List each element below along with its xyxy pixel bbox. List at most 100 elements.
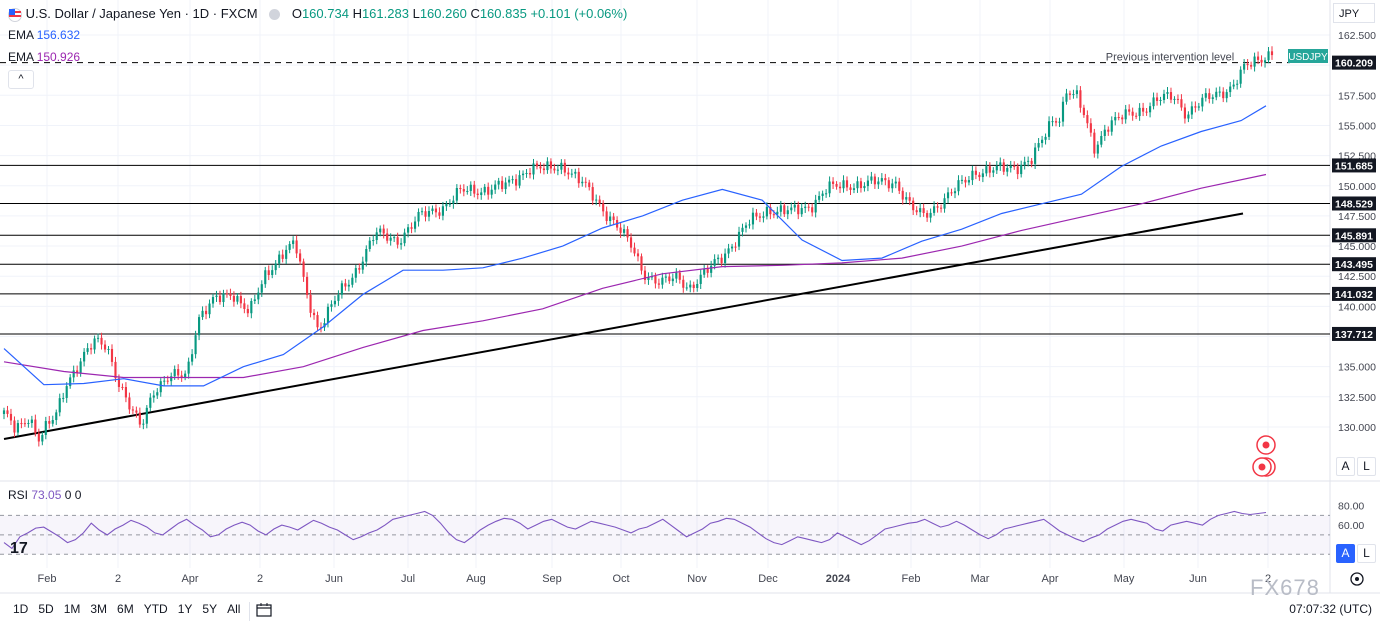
- candle: [1037, 138, 1040, 152]
- candle: [779, 200, 782, 217]
- candle-body: [744, 225, 748, 228]
- candle-body: [933, 206, 936, 213]
- candle: [420, 207, 424, 216]
- candle: [379, 225, 382, 237]
- x-tick-label: Apr: [1041, 573, 1058, 585]
- candle: [494, 180, 497, 194]
- timeframe-all[interactable]: All: [227, 602, 241, 616]
- candle: [1159, 96, 1162, 106]
- candle: [619, 222, 622, 238]
- candle: [549, 158, 552, 174]
- candle: [1030, 157, 1033, 168]
- candle: [776, 206, 779, 219]
- candle: [55, 409, 58, 426]
- candle: [643, 266, 647, 285]
- candle: [724, 248, 727, 268]
- candle: [250, 298, 253, 319]
- candle: [744, 222, 748, 233]
- candle: [640, 253, 643, 275]
- timeframe-1y[interactable]: 1Y: [177, 602, 193, 616]
- candle: [1068, 90, 1072, 100]
- time-axis[interactable]: Feb 2 Apr 2 Jun Jul Aug Sep Oct Nov Dec 2024 Feb Mar A…: [38, 573, 1272, 585]
- timeframe-1d[interactable]: 1D: [13, 602, 29, 616]
- candle: [501, 176, 504, 192]
- candle: [1176, 94, 1180, 104]
- candle-body: [103, 344, 107, 350]
- candle: [755, 209, 758, 221]
- candle-body: [107, 348, 110, 350]
- candle-body: [905, 197, 908, 200]
- auto-scale-button[interactable]: A: [1336, 457, 1355, 476]
- candle: [1096, 141, 1099, 159]
- log-scale-button[interactable]: L: [1357, 457, 1376, 476]
- candle: [191, 349, 194, 366]
- candle-body: [811, 207, 814, 213]
- candle: [368, 237, 371, 252]
- ema-slow-legend[interactable]: EMA 150.926: [8, 50, 80, 64]
- candle-body: [1180, 99, 1183, 108]
- timeframe-3m[interactable]: 3M: [90, 602, 108, 616]
- utc-clock[interactable]: 07:07:32 (UTC): [1289, 602, 1372, 616]
- timeframe-1m[interactable]: 1M: [63, 602, 81, 616]
- candle: [441, 201, 444, 221]
- candle: [1082, 104, 1085, 118]
- candle: [27, 419, 30, 428]
- candle: [278, 250, 281, 268]
- candle-body: [6, 410, 9, 414]
- candle: [612, 212, 615, 225]
- rsi-legend[interactable]: RSI 73.05 0 0: [8, 488, 81, 502]
- status-dot: [269, 9, 281, 21]
- candle: [675, 268, 678, 283]
- candle: [292, 236, 295, 249]
- candle-body: [730, 246, 734, 249]
- candle: [180, 370, 183, 382]
- date-range-icon[interactable]: [250, 602, 278, 621]
- candle: [1093, 128, 1096, 158]
- rsi-log-scale-button[interactable]: L: [1357, 544, 1376, 563]
- candle-body: [696, 283, 699, 289]
- candle: [23, 418, 26, 427]
- candle-body: [152, 395, 155, 398]
- candle-body: [950, 192, 953, 194]
- candle-body: [466, 190, 469, 192]
- candle-body: [619, 227, 622, 233]
- candle: [832, 177, 835, 189]
- candle: [96, 333, 100, 343]
- candle-body: [232, 295, 235, 302]
- candle-body: [128, 397, 131, 410]
- candle-body: [654, 276, 657, 284]
- candle: [1051, 116, 1054, 127]
- candle-body: [1096, 144, 1099, 154]
- candle-body: [448, 203, 451, 205]
- ema-fast-legend[interactable]: EMA 156.632: [8, 28, 80, 42]
- candle-body: [800, 208, 803, 215]
- candle-body: [539, 166, 542, 169]
- timeframe-ytd[interactable]: YTD: [143, 602, 168, 616]
- collapse-legend-button[interactable]: ^: [8, 70, 34, 89]
- x-tick-label: Aug: [466, 573, 486, 585]
- rsi-auto-scale-button[interactable]: A: [1336, 544, 1355, 563]
- candle-body: [532, 163, 535, 175]
- candle: [246, 304, 249, 318]
- timeframe-6m[interactable]: 6M: [117, 602, 134, 616]
- candle-body: [23, 423, 26, 425]
- candle: [1072, 89, 1075, 99]
- candle-body: [1162, 93, 1166, 100]
- candle: [20, 418, 23, 429]
- candle: [124, 382, 128, 403]
- candle-body: [699, 274, 702, 284]
- candle-body: [243, 303, 246, 309]
- candle-body: [1051, 121, 1054, 123]
- currency-selector[interactable]: JPY: [1333, 3, 1375, 23]
- timeframe-5y[interactable]: 5Y: [202, 602, 218, 616]
- candle: [302, 258, 305, 282]
- candle-body: [546, 161, 549, 171]
- candle-body: [114, 361, 117, 379]
- candle-body: [413, 221, 417, 229]
- x-tick-label: Nov: [687, 573, 707, 585]
- symbol-title[interactable]: U.S. Dollar / Japanese Yen · 1D · FXCM: [25, 6, 258, 21]
- x-tick-label: 2024: [826, 573, 851, 585]
- timeframe-5d[interactable]: 5D: [38, 602, 54, 616]
- candle-body: [908, 197, 911, 201]
